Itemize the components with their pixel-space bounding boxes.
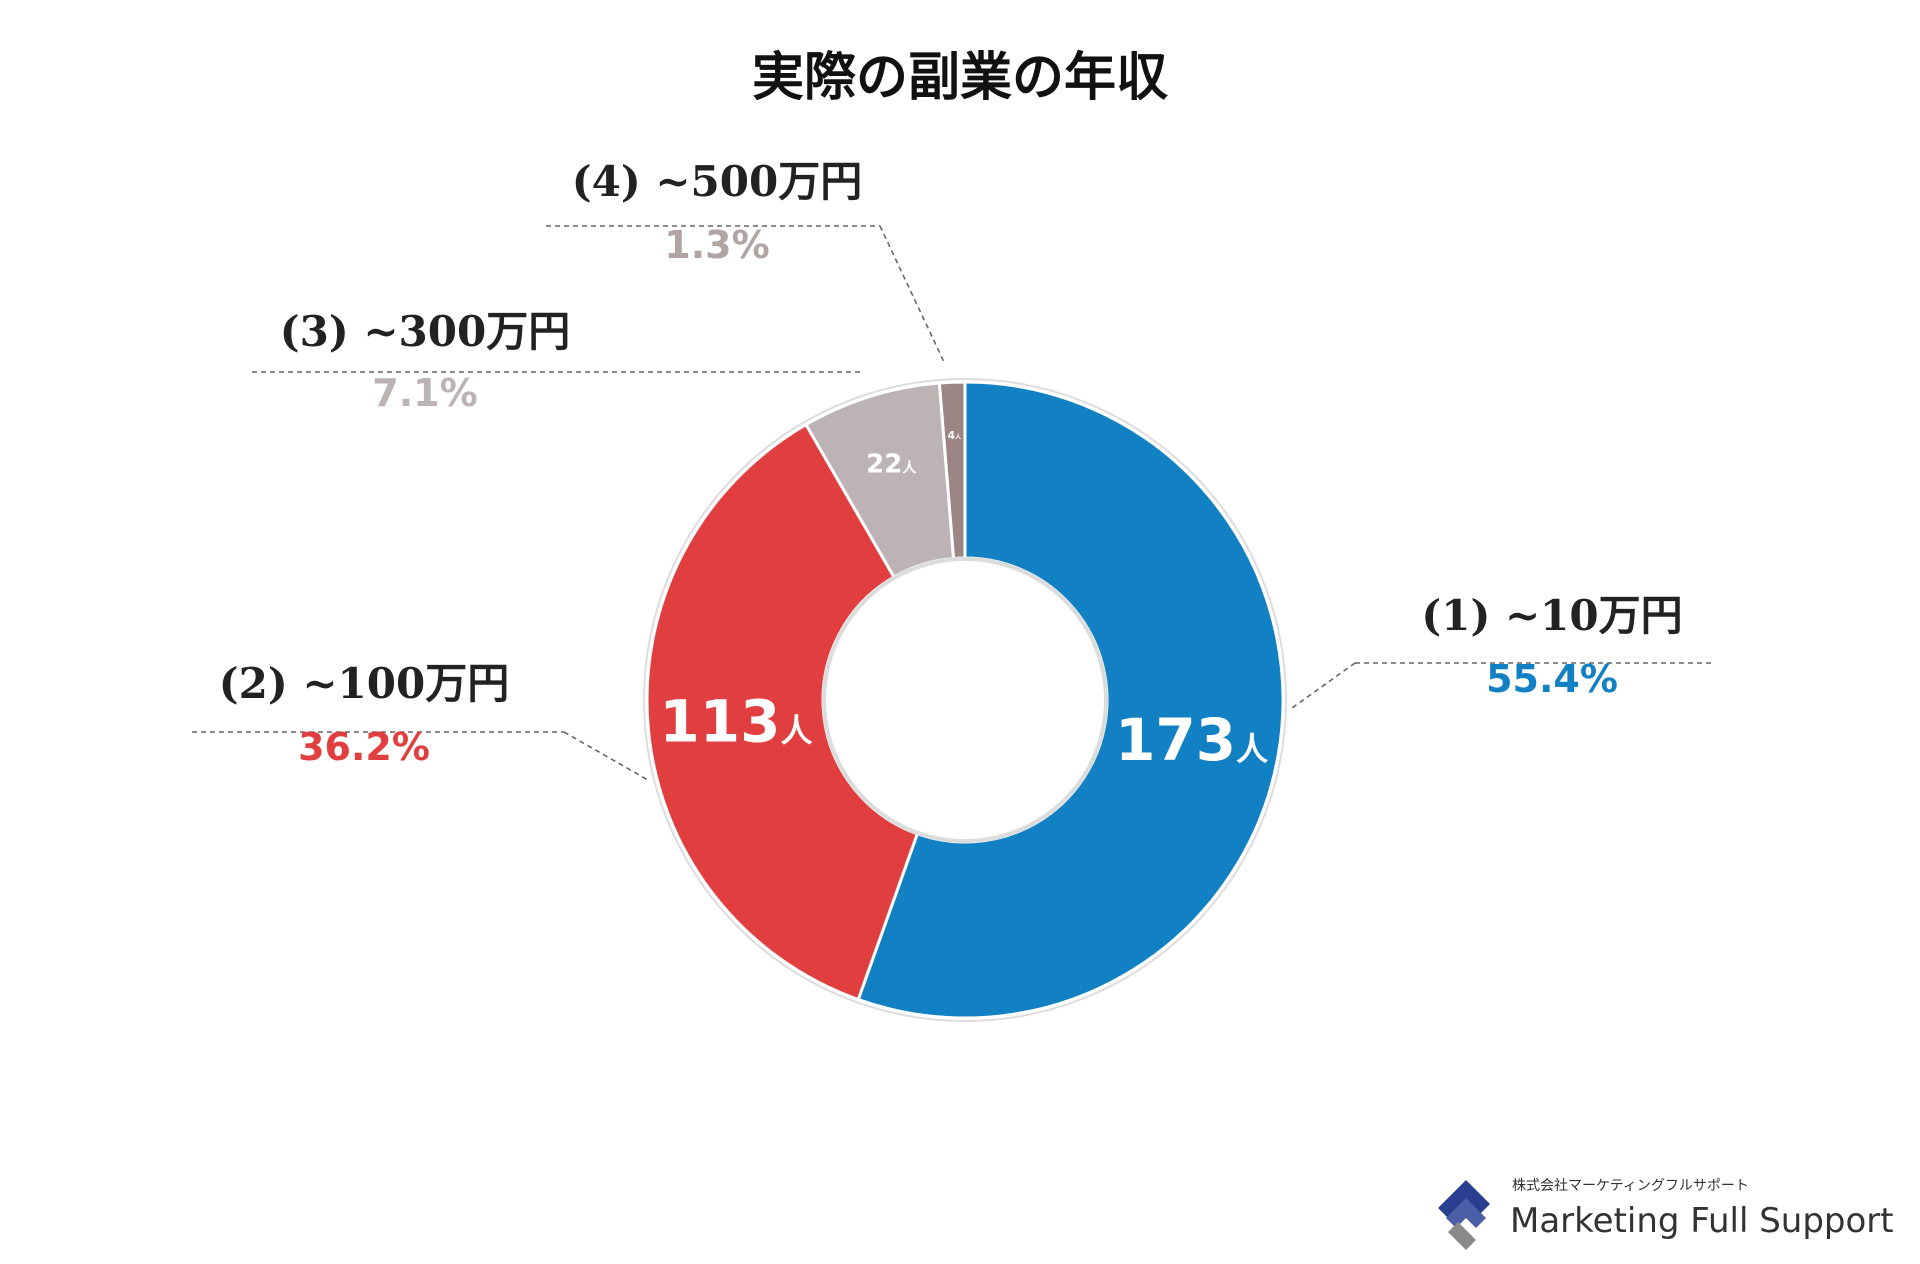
percent-label-3: 7.1% <box>372 371 477 415</box>
logo-shape-mid <box>1446 1198 1486 1228</box>
labels: 173人 113人 22人 4人 (1) ~10万円 55.4% (2) ~100万円 36.… <box>219 157 1683 774</box>
brand-company-jp: 株式会社マーケティングフルサポート <box>1512 1178 1749 1194</box>
brand-footer: 株式会社マーケティングフルサポート Marketing Full Support <box>1438 1178 1894 1250</box>
slice-value-label-2: 113人 <box>659 688 812 756</box>
leader-line-4 <box>879 225 945 363</box>
leader-line-1 <box>1291 662 1356 709</box>
slice-value-label-4: 4人 <box>947 429 962 442</box>
percent-label-4: 1.3% <box>664 223 769 267</box>
chart-title: 実際の副業の年収 <box>752 48 1168 108</box>
donut-hole <box>822 557 1108 843</box>
slice-value-label-1: 173人 <box>1115 706 1268 774</box>
category-label-4: (4) ~500万円 <box>572 157 862 206</box>
leader-lines <box>192 225 1712 781</box>
percent-label-2: 36.2% <box>298 725 430 769</box>
slices <box>643 378 1287 1022</box>
donut-outer-ring <box>643 378 1287 1022</box>
category-label-2: (2) ~100万円 <box>219 659 509 708</box>
slice-value-label-3: 22人 <box>866 450 917 480</box>
category-label-1: (1) ~10万円 <box>1421 591 1682 640</box>
brand-company-en: Marketing Full Support <box>1510 1201 1894 1241</box>
category-label-3: (3) ~300万円 <box>280 307 570 356</box>
percent-label-1: 55.4% <box>1486 657 1618 701</box>
logo-shape-front <box>1448 1222 1476 1250</box>
company-logo <box>1438 1180 1490 1250</box>
leader-line-2 <box>563 731 649 781</box>
